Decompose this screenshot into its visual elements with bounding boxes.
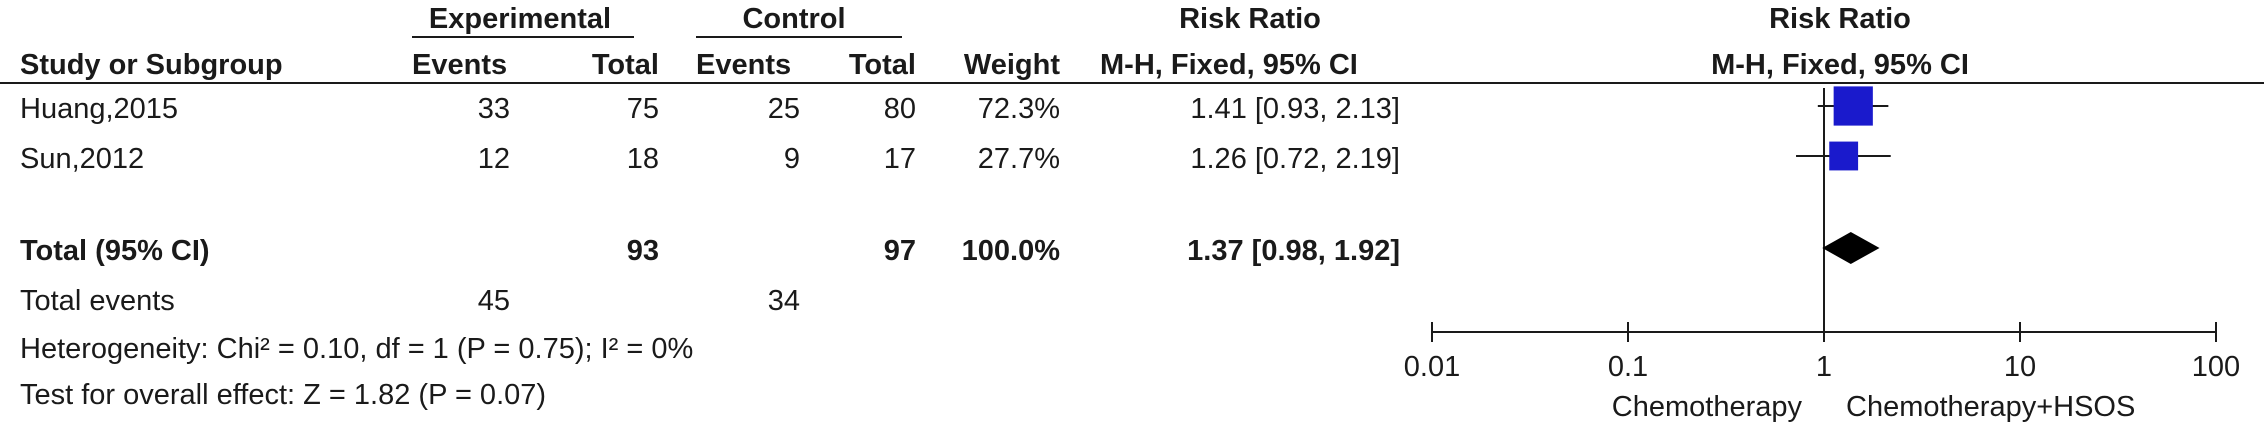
risk-ratio-left-header: Risk Ratio	[1179, 3, 1321, 35]
overall-effect-text: Test for overall effect: Z = 1.82 (P = 0…	[20, 379, 547, 411]
weight-header: Weight	[963, 49, 1060, 81]
study-exp-events: 12	[477, 143, 510, 175]
header-rule	[0, 82, 2264, 84]
total-rr-text: 1.37 [0.98, 1.92]	[1187, 235, 1400, 267]
total-events-label: Total events	[20, 285, 175, 317]
study-name: Huang,2015	[20, 93, 179, 125]
total-events-ctl: 34	[767, 285, 800, 317]
exp-events-header: Events	[412, 49, 508, 81]
study-ctl-events: 9	[783, 143, 800, 175]
study-rr-text: 1.26 [0.72, 2.19]	[1190, 143, 1400, 175]
method-left-header: M-H, Fixed, 95% CI	[1100, 49, 1358, 81]
heterogeneity-text: Heterogeneity: Chi² = 0.10, df = 1 (P = …	[20, 333, 694, 365]
favours-right-label: Chemotherapy+HSOS	[1846, 391, 2135, 423]
study-ctl-total: 17	[883, 143, 916, 175]
study-name: Sun,2012	[20, 143, 145, 175]
study-rr-text: 1.41 [0.93, 2.13]	[1190, 93, 1400, 125]
ctl-events-header: Events	[696, 49, 792, 81]
x-tick-label: 10	[2004, 351, 2036, 383]
x-tick-label: 100	[2192, 351, 2240, 383]
favours-left-label: Chemotherapy	[1612, 391, 1803, 423]
x-tick-label: 1	[1816, 351, 1832, 383]
study-weight: 27.7%	[977, 143, 1060, 175]
total-ctl-total: 97	[883, 235, 916, 267]
risk-ratio-right-header: Risk Ratio	[1769, 3, 1911, 35]
study-ctl-total: 80	[883, 93, 916, 125]
method-right-header: M-H, Fixed, 95% CI	[1711, 49, 1969, 81]
exp-total-header: Total	[591, 49, 659, 81]
study-exp-total: 75	[626, 93, 659, 125]
control-header: Control	[742, 3, 846, 35]
total-events-exp: 45	[477, 285, 510, 317]
study-weight: 72.3%	[977, 93, 1060, 125]
pooled-diamond	[1822, 232, 1880, 264]
x-tick-label: 0.1	[1608, 351, 1648, 383]
study-column-header: Study or Subgroup	[20, 49, 283, 81]
x-tick-label: 0.01	[1404, 351, 1460, 383]
study-ctl-events: 25	[767, 93, 800, 125]
study-marker	[1829, 141, 1859, 171]
experimental-header: Experimental	[428, 3, 612, 35]
study-exp-events: 33	[477, 93, 510, 125]
total-weight: 100.0%	[961, 235, 1060, 267]
experimental-underline	[412, 36, 634, 38]
study-exp-total: 18	[626, 143, 659, 175]
total-exp-total: 93	[626, 235, 659, 267]
ctl-total-header: Total	[848, 49, 916, 81]
study-marker	[1833, 86, 1873, 126]
control-underline	[696, 36, 902, 38]
total-label: Total (95% CI)	[20, 235, 210, 267]
